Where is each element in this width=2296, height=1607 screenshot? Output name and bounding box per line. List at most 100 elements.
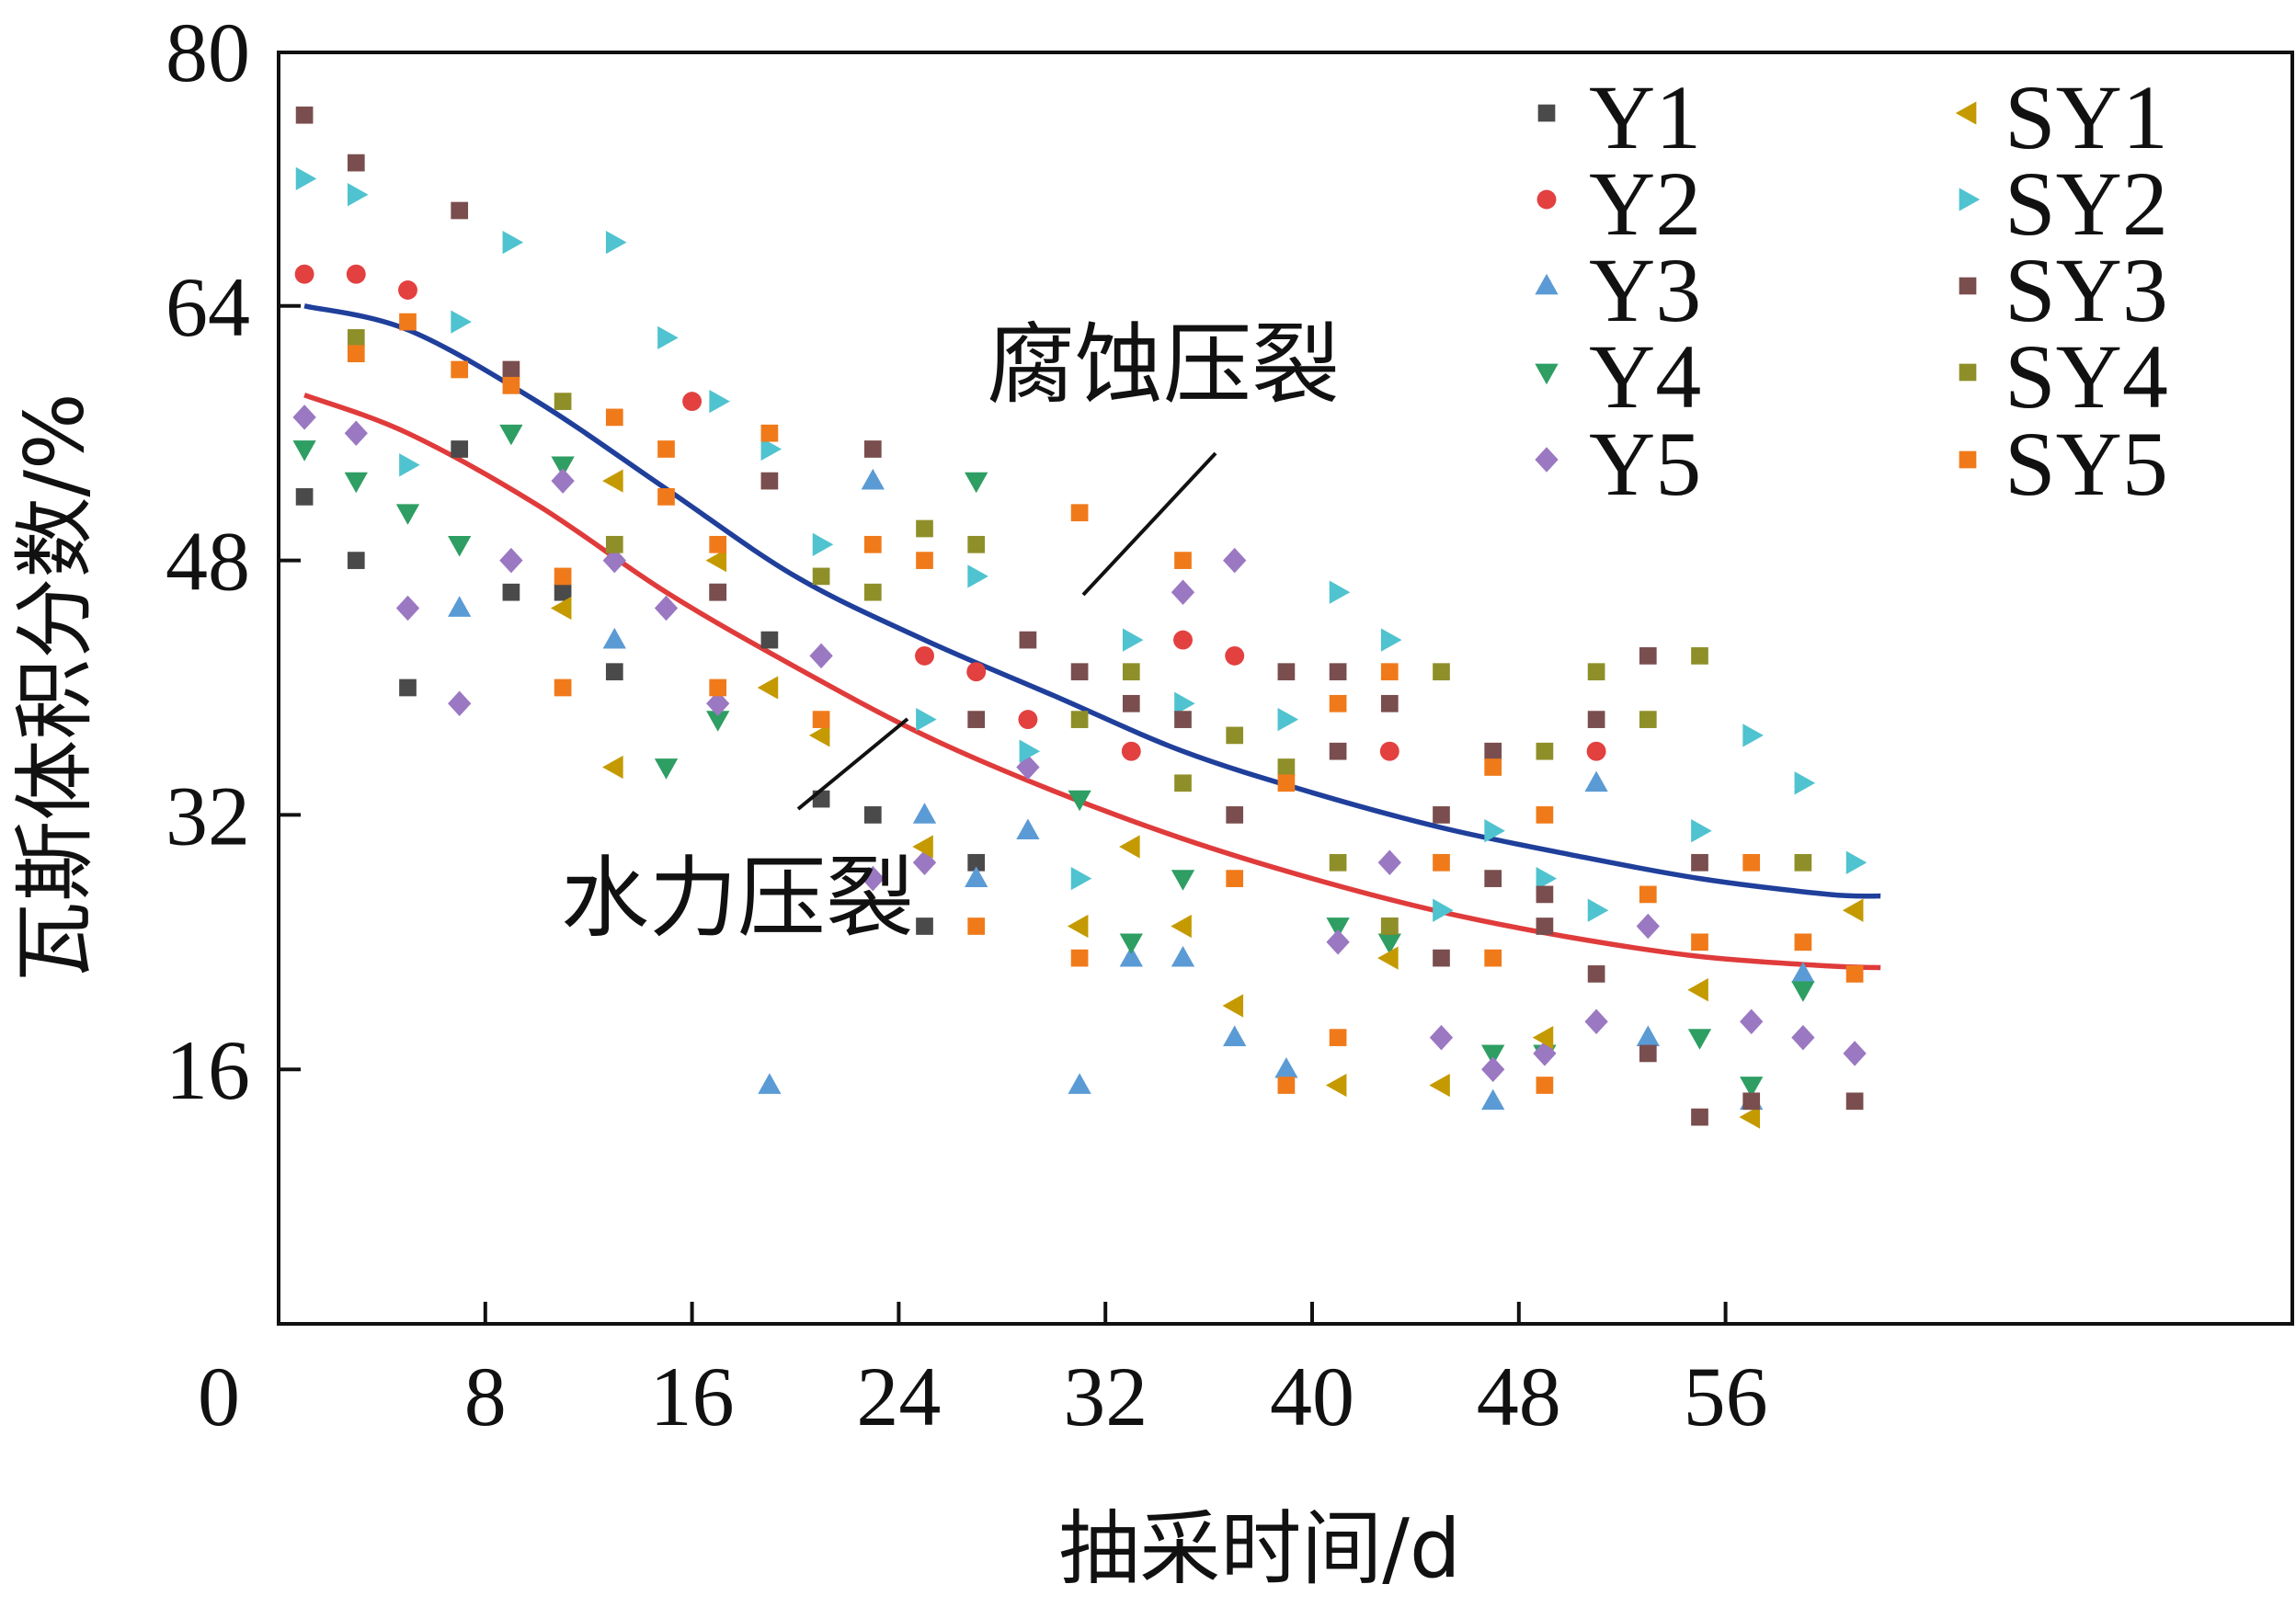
data-point-sy5 (1794, 933, 1812, 952)
data-point-sy4 (1794, 853, 1812, 872)
data-point-sy1 (1222, 994, 1244, 1018)
data-point-sy1 (808, 724, 830, 747)
x-tick-label: 8 (464, 1350, 507, 1443)
axis-ticks: 8 16 24 32 40 48 56 16 32 48 64 80 (166, 6, 1768, 1443)
legend-marker-sy5 (1959, 450, 1977, 469)
data-point-sy5 (657, 440, 675, 458)
data-point-sy4 (916, 519, 933, 538)
data-point-sy1 (1325, 1073, 1347, 1098)
data-point-sy1 (1171, 914, 1192, 939)
data-point-sy2 (812, 532, 834, 556)
data-point-sy5 (709, 535, 727, 553)
legend-label-sy1: SY1 (2005, 66, 2168, 168)
data-point-y3 (1016, 818, 1040, 840)
data-point-sy5 (863, 535, 882, 553)
legend-marker-y2 (1536, 189, 1557, 210)
legend-label-y1: Y1 (1589, 66, 1701, 168)
data-point-sy2 (967, 564, 988, 588)
data-point-y1 (863, 806, 882, 824)
legend-label-y2: Y2 (1589, 153, 1701, 255)
data-point-sy5 (1329, 1029, 1347, 1046)
data-point-sy3 (295, 106, 314, 124)
data-point-y1 (399, 678, 417, 697)
data-point-sy5 (812, 711, 830, 728)
data-point-y4 (1687, 1029, 1712, 1050)
data-point-y4 (344, 472, 368, 494)
data-point-sy5 (554, 567, 572, 586)
data-point-y4 (1068, 790, 1091, 812)
data-point-sy1 (550, 596, 572, 621)
data-point-sy5 (1484, 949, 1502, 967)
data-point-y5 (292, 405, 316, 430)
data-point-y5 (706, 690, 730, 717)
data-point-y3 (1274, 1057, 1298, 1078)
data-point-y1 (916, 917, 933, 935)
data-point-y5 (1016, 754, 1040, 781)
data-point-sy4 (1174, 774, 1192, 792)
legend-label-sy2: SY2 (2005, 153, 2168, 255)
data-point-sy5 (1639, 885, 1657, 904)
data-point-sy3 (1433, 949, 1450, 967)
data-point-sy2 (657, 325, 679, 350)
data-point-sy5 (709, 678, 727, 697)
fit-curve (303, 303, 1881, 899)
data-point-y4 (654, 758, 679, 780)
data-point-sy1 (1119, 835, 1140, 859)
y-tick-label: 48 (166, 515, 250, 609)
data-point-sy3 (1329, 663, 1347, 681)
data-point-sy4 (347, 329, 365, 347)
data-point-sy2 (1277, 707, 1299, 732)
data-point-y3 (1584, 770, 1608, 792)
data-point-sy3 (1691, 853, 1708, 872)
data-point-sy3 (760, 472, 779, 490)
data-point-sy4 (812, 567, 830, 586)
data-point-y4 (292, 440, 316, 462)
data-point-y1 (554, 583, 572, 601)
data-point-y3 (1481, 1088, 1505, 1111)
data-point-y5 (654, 595, 679, 621)
data-point-y4 (706, 711, 730, 732)
data-point-y1 (967, 853, 986, 872)
data-point-sy3 (1329, 742, 1347, 760)
data-point-sy2 (399, 453, 420, 477)
data-point-sy2 (1329, 580, 1351, 604)
data-point-sy3 (1226, 806, 1244, 824)
data-point-y4 (448, 535, 472, 557)
data-point-y5 (551, 468, 575, 494)
data-point-y4 (395, 504, 420, 525)
data-point-sy1 (757, 676, 779, 700)
data-point-y5 (1171, 579, 1195, 605)
data-point-sy3 (1639, 1044, 1657, 1063)
legend-label-y3: Y3 (1589, 239, 1701, 341)
data-point-y3 (965, 866, 988, 887)
data-point-sy1 (602, 755, 623, 780)
data-point-y5 (602, 547, 626, 574)
data-point-y3 (602, 627, 626, 649)
data-point-y2 (1586, 741, 1606, 761)
data-point-sy1 (1532, 1025, 1554, 1050)
data-point-sy5 (451, 360, 469, 379)
data-point-y4 (1740, 1077, 1764, 1098)
data-point-y5 (861, 865, 885, 892)
data-point-sy5 (605, 408, 623, 427)
data-point-sy3 (1587, 711, 1605, 728)
legend-marker-sy3 (1959, 277, 1977, 295)
y-axis-title: 瓦斯体积分数/% (7, 393, 102, 982)
data-point-sy5 (554, 678, 572, 697)
data-point-y3 (1119, 945, 1143, 967)
legend-marker-sy4 (1959, 363, 1977, 382)
data-point-y2 (294, 264, 314, 284)
data-point-y2 (966, 662, 987, 682)
data-point-sy1 (912, 835, 933, 859)
plot-frame (277, 51, 2294, 1326)
data-point-sy3 (451, 201, 469, 220)
data-point-y3 (912, 803, 937, 824)
data-point-y5 (1377, 849, 1401, 876)
legend-label-y4: Y4 (1589, 325, 1701, 427)
data-point-y4 (1481, 1044, 1505, 1066)
data-point-sy3 (1070, 663, 1089, 681)
data-point-sy4 (1380, 917, 1399, 935)
data-points (292, 106, 1868, 1129)
data-point-sy5 (1226, 870, 1244, 887)
